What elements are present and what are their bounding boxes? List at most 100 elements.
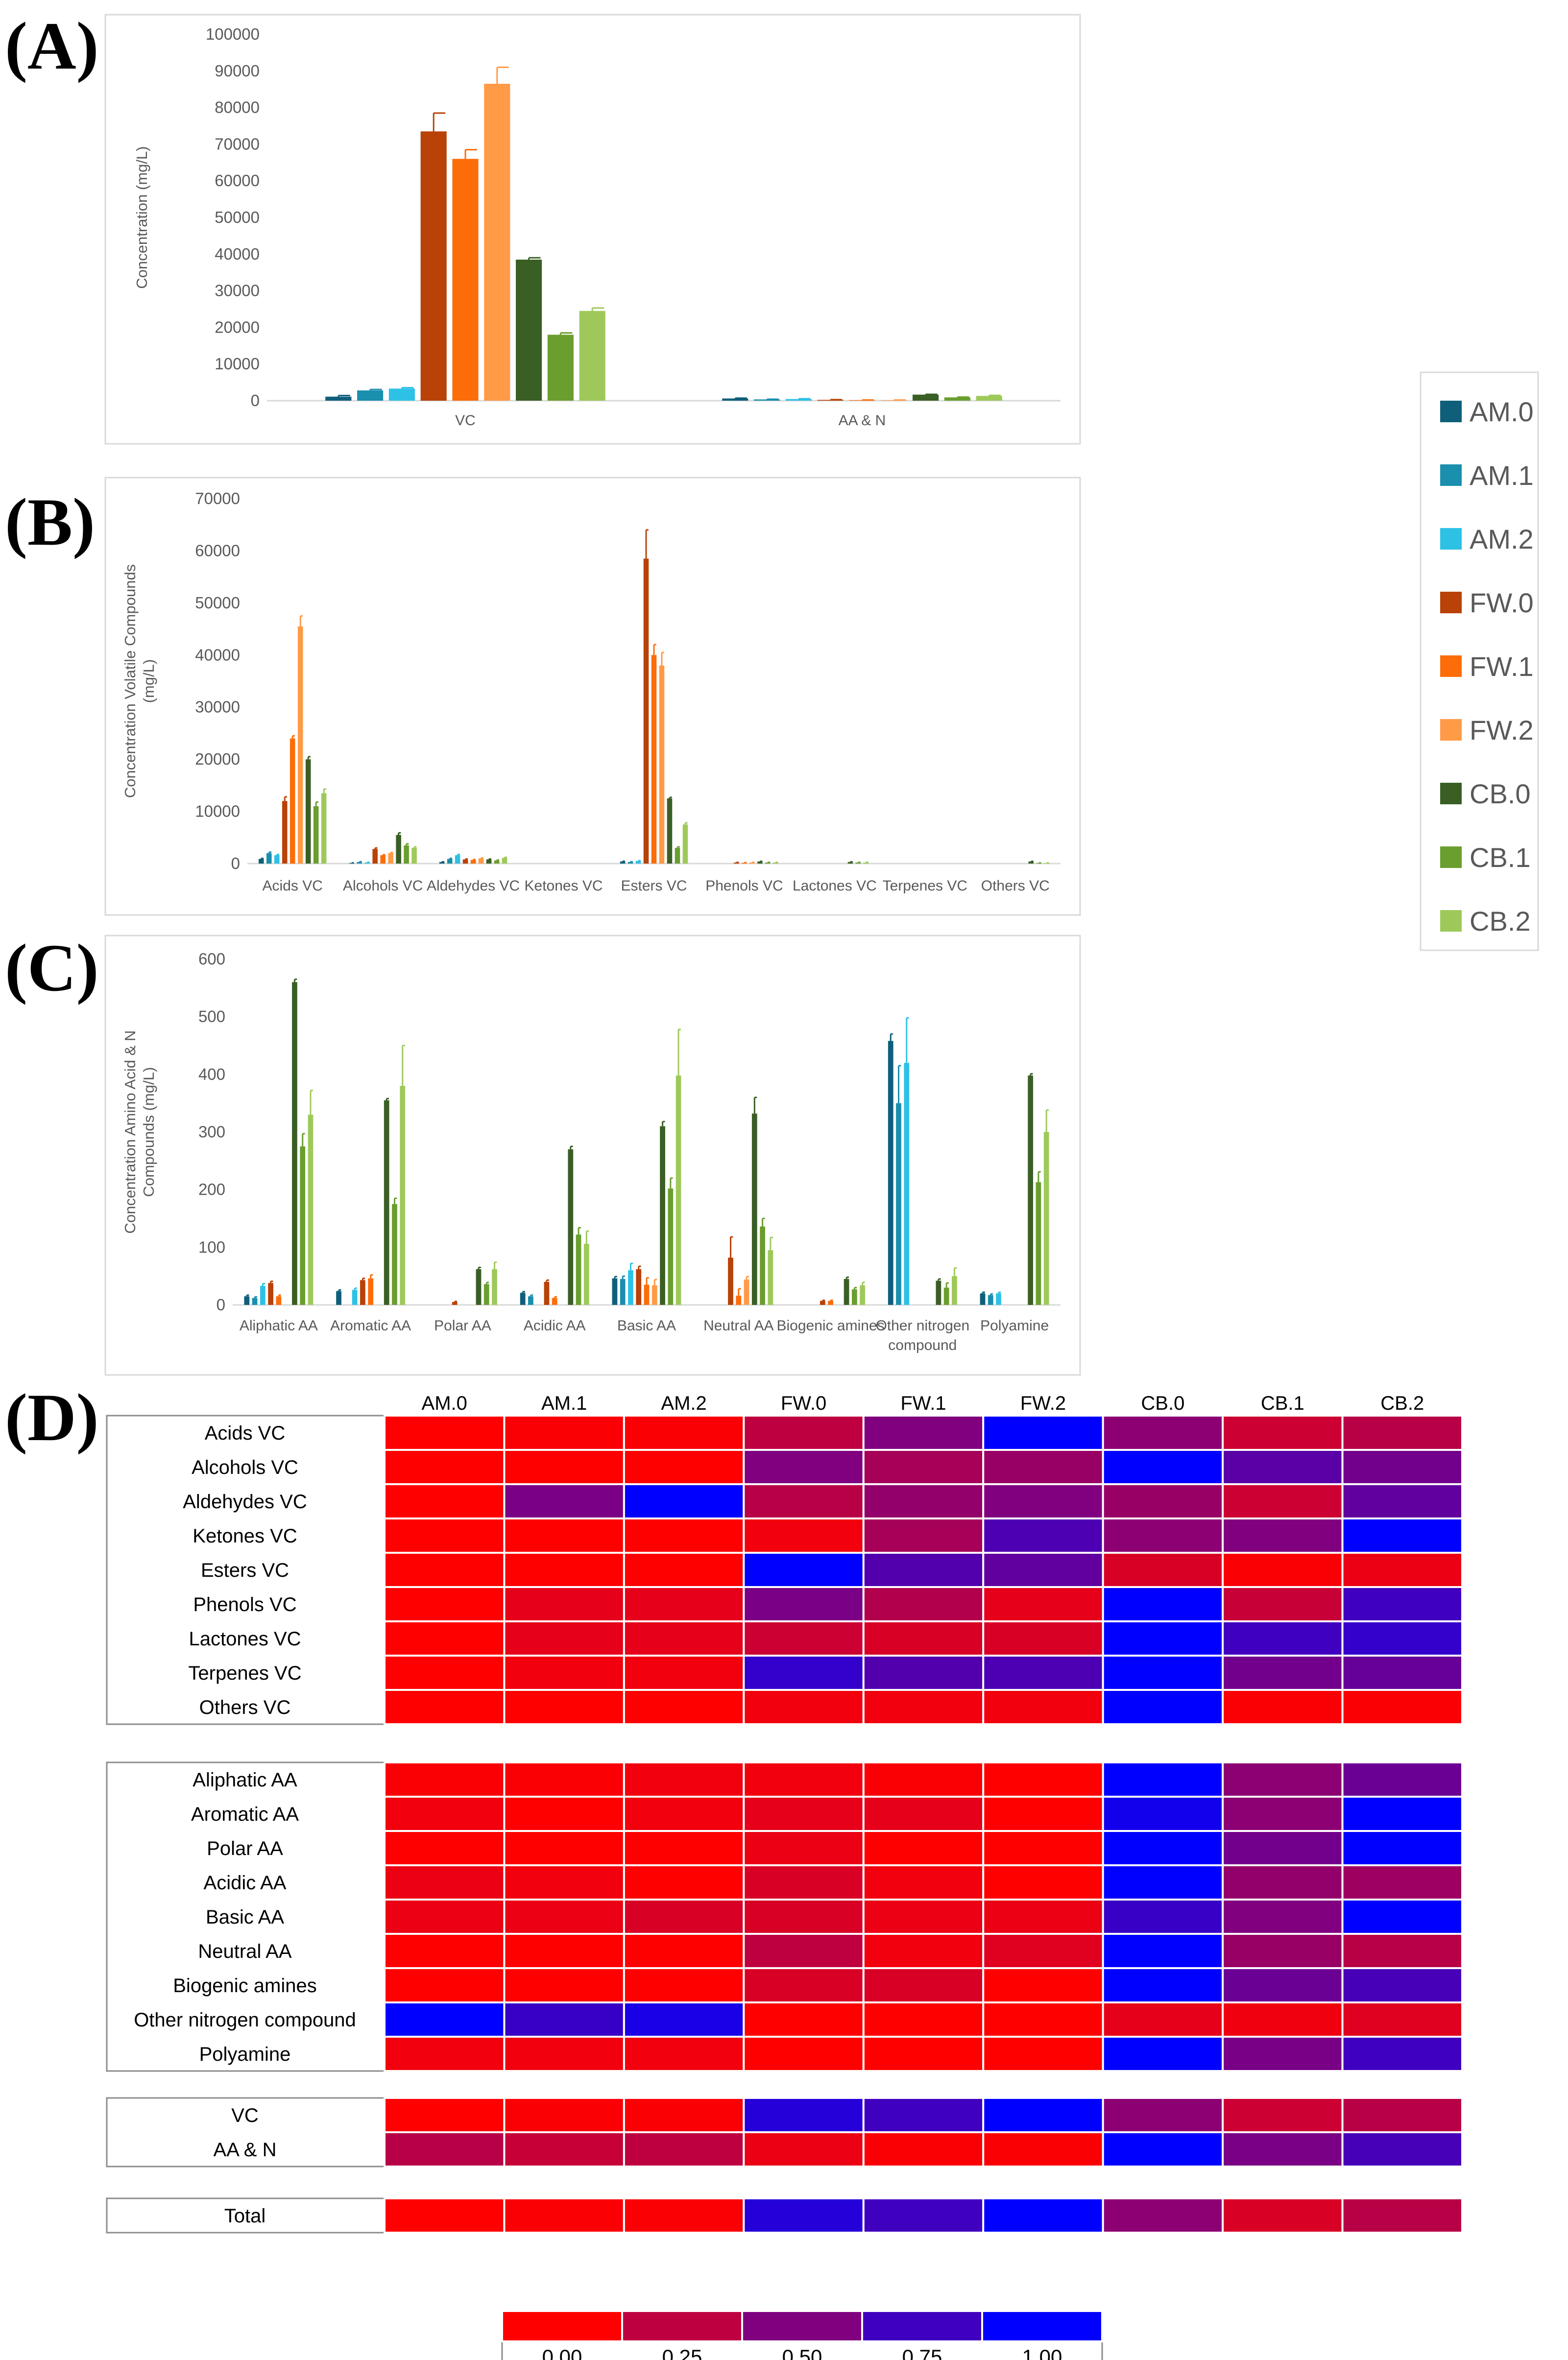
category-label: Basic AA xyxy=(617,1318,676,1334)
y-tick-label: 0 xyxy=(217,1296,225,1314)
heatmap-row-label: Terpenes VC xyxy=(188,1662,301,1684)
y-tick-label: 50000 xyxy=(195,594,240,612)
bar xyxy=(360,1280,365,1305)
heatmap-cell xyxy=(982,1552,1104,1588)
heatmap-column-label: FW.2 xyxy=(1020,1393,1066,1414)
heatmap-cell xyxy=(1102,2001,1224,2038)
heatmap-cell xyxy=(1102,2036,1224,2072)
legend-label: FW.2 xyxy=(1470,715,1534,746)
bar xyxy=(447,859,453,864)
bar xyxy=(282,801,288,864)
heatmap-cell xyxy=(982,1967,1104,2003)
bar xyxy=(568,1149,574,1305)
heatmap-cell xyxy=(1102,1586,1224,1622)
heatmap-cell xyxy=(623,1552,745,1588)
heatmap-cell xyxy=(1222,1517,1344,1554)
bar xyxy=(636,1269,642,1305)
bar xyxy=(274,855,280,864)
bar xyxy=(675,848,680,864)
y-tick-label: 0 xyxy=(231,854,240,872)
bar xyxy=(266,853,272,864)
heatmap-cell xyxy=(862,1517,985,1554)
bar xyxy=(292,982,297,1305)
heatmap-cell xyxy=(1222,1830,1344,1866)
panel-letter-a: (A) xyxy=(5,8,99,83)
heatmap-cell xyxy=(743,1796,865,1832)
bar xyxy=(484,83,510,401)
heatmap-cell xyxy=(623,1415,745,1451)
heatmap-cell xyxy=(1102,1796,1224,1832)
heatmap-row-label: Basic AA xyxy=(206,1906,284,1928)
heatmap-cell xyxy=(1222,2197,1344,2234)
bar xyxy=(384,1100,389,1305)
heatmap-cell xyxy=(623,2197,745,2234)
heatmap-cell xyxy=(862,1552,985,1588)
y-axis-title: Concentration (mg/L) xyxy=(133,146,150,289)
bar xyxy=(976,396,1002,401)
heatmap-cell xyxy=(1341,1517,1464,1554)
y-tick-label: 40000 xyxy=(195,646,240,664)
y-tick-label: 80000 xyxy=(215,98,260,117)
y-tick-label: 50000 xyxy=(215,208,260,226)
bar xyxy=(1036,1182,1041,1305)
heatmap-cell xyxy=(503,1967,625,2003)
y-tick-label: 70000 xyxy=(215,135,260,153)
heatmap-cell xyxy=(982,1586,1104,1622)
legend: AM.0 AM.1 AM.2 FW.0 FW.1 FW.2 CB.0 CB.1 CB.2 xyxy=(1420,371,1539,951)
heatmap-row-label: Polyamine xyxy=(199,2044,291,2065)
heatmap-row-label: AA & N xyxy=(214,2139,277,2161)
heatmap-cell xyxy=(743,1899,865,1935)
y-tick-label: 30000 xyxy=(215,282,260,300)
bar xyxy=(476,1269,482,1305)
heatmap-cell xyxy=(743,1655,865,1691)
bar xyxy=(612,1278,618,1305)
heatmap-row-label: Ketones VC xyxy=(193,1525,297,1547)
legend-label: AM.1 xyxy=(1470,460,1534,491)
heatmap-cell xyxy=(743,1689,865,1725)
y-axis-title: Concentration Volatile Compounds(mg/L) xyxy=(121,564,157,798)
heatmap-cell xyxy=(982,1899,1104,1935)
chart-frame xyxy=(104,477,1081,916)
heatmap-cell xyxy=(1222,1552,1344,1588)
heatmap-cell xyxy=(384,1933,506,1969)
heatmap-cell xyxy=(623,1761,745,1798)
heatmap-cell xyxy=(1341,1449,1464,1485)
y-tick-label: 300 xyxy=(198,1123,225,1141)
bar xyxy=(828,1300,833,1305)
bar xyxy=(439,862,445,864)
heatmap-cell xyxy=(982,2001,1104,2038)
bar xyxy=(388,853,393,864)
bar xyxy=(392,1204,397,1305)
heatmap-cell xyxy=(384,1796,506,1832)
heatmap-cell xyxy=(384,1761,506,1798)
bar xyxy=(244,1296,250,1305)
heatmap-cell xyxy=(384,1830,506,1866)
heatmap-cell xyxy=(503,2197,625,2234)
heatmap-cell xyxy=(862,2097,985,2133)
category-label: Aldehydes VC xyxy=(427,878,520,894)
heatmap-cell xyxy=(503,1899,625,1935)
bar xyxy=(552,1298,557,1305)
legend-swatch xyxy=(1440,783,1462,804)
heatmap-cell xyxy=(1102,1967,1224,2003)
heatmap-cell xyxy=(1222,1933,1344,1969)
heatmap-cell xyxy=(623,1864,745,1901)
heatmap-cell xyxy=(1222,1899,1344,1935)
heatmap-row-label: Alcohols VC xyxy=(192,1457,298,1478)
heatmap-d: AM.0 AM.1 AM.2 FW.0 FW.1 FW.2 CB.0 CB.1 CB.2 Acid… xyxy=(106,1393,1464,2360)
heatmap-cell xyxy=(982,2131,1104,2167)
heatmap-cell xyxy=(1102,1864,1224,1901)
y-tick-label: 0 xyxy=(251,391,260,409)
bar xyxy=(259,859,264,864)
bar xyxy=(368,1278,374,1305)
bar xyxy=(757,861,763,864)
bar xyxy=(1028,861,1034,864)
heatmap-cell xyxy=(1222,1761,1344,1798)
heatmap-cell xyxy=(384,1899,506,1935)
category-label: Polar AA xyxy=(434,1318,491,1334)
heatmap-cell xyxy=(982,1517,1104,1554)
legend-swatch xyxy=(1440,464,1462,486)
category-label: Ketones VC xyxy=(525,878,603,894)
bar xyxy=(400,1085,406,1305)
heatmap-column-label: CB.2 xyxy=(1380,1393,1424,1414)
